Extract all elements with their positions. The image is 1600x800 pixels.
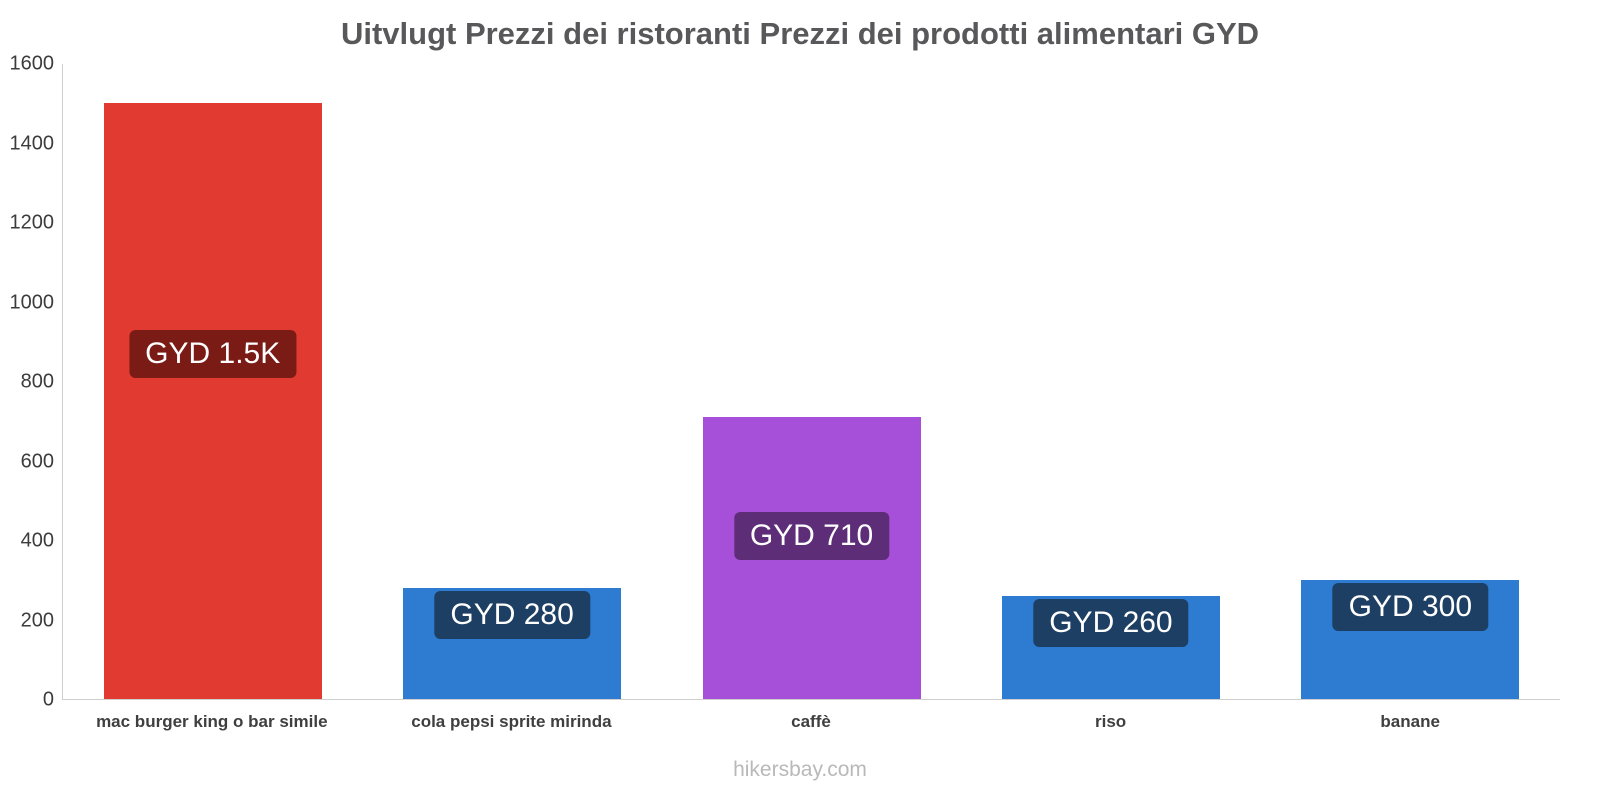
x-category-label: caffè xyxy=(791,712,831,731)
bar: GYD 710 xyxy=(702,416,921,699)
bar: GYD 260 xyxy=(1001,595,1220,699)
x-category-label: banane xyxy=(1380,712,1440,731)
bar-slot: GYD 260 xyxy=(961,64,1260,699)
y-tick-label: 800 xyxy=(20,370,54,393)
plot-area: GYD 1.5K GYD 280 GYD 710 GYD 260 GYD 300 xyxy=(62,64,1560,700)
x-category-label: mac burger king o bar simile xyxy=(96,712,328,731)
x-category-label: cola pepsi sprite mirinda xyxy=(411,712,612,731)
bar-value-label: GYD 280 xyxy=(434,590,590,639)
bar: GYD 280 xyxy=(403,587,622,699)
bar-slot: GYD 1.5K xyxy=(63,64,362,699)
bar-value-label: GYD 300 xyxy=(1332,582,1489,631)
bar-value-label: GYD 710 xyxy=(733,512,890,561)
bars-container: GYD 1.5K GYD 280 GYD 710 GYD 260 GYD 300 xyxy=(63,64,1560,699)
y-tick-label: 1000 xyxy=(9,291,55,313)
y-tick-label: 0 xyxy=(42,688,54,711)
x-axis: mac burger king o bar simile cola pepsi s… xyxy=(62,712,1560,732)
chart-title: Uitvlugt Prezzi dei ristoranti Prezzi de… xyxy=(340,16,1260,51)
bar-value-label: GYD 1.5K xyxy=(129,330,297,379)
watermark-text: hikersbay.com xyxy=(733,758,867,781)
bar-value-label: GYD 260 xyxy=(1033,598,1189,647)
y-tick-label: 1200 xyxy=(9,211,55,234)
bar-slot: GYD 300 xyxy=(1261,64,1560,699)
x-category-label: riso xyxy=(1094,712,1127,731)
bar: GYD 1.5K xyxy=(103,102,322,699)
y-tick-label: 400 xyxy=(20,529,54,552)
y-tick-label: 1400 xyxy=(9,132,55,154)
y-tick-label: 600 xyxy=(20,450,54,472)
y-tick-label: 1600 xyxy=(9,52,55,75)
y-axis: 0 200 400 600 800 1000 1200 1400 1600 xyxy=(0,53,55,711)
bar: GYD 300 xyxy=(1301,579,1520,699)
bar-slot: GYD 710 xyxy=(662,64,961,699)
y-tick-label: 200 xyxy=(20,609,54,631)
bar-slot: GYD 280 xyxy=(362,64,661,699)
